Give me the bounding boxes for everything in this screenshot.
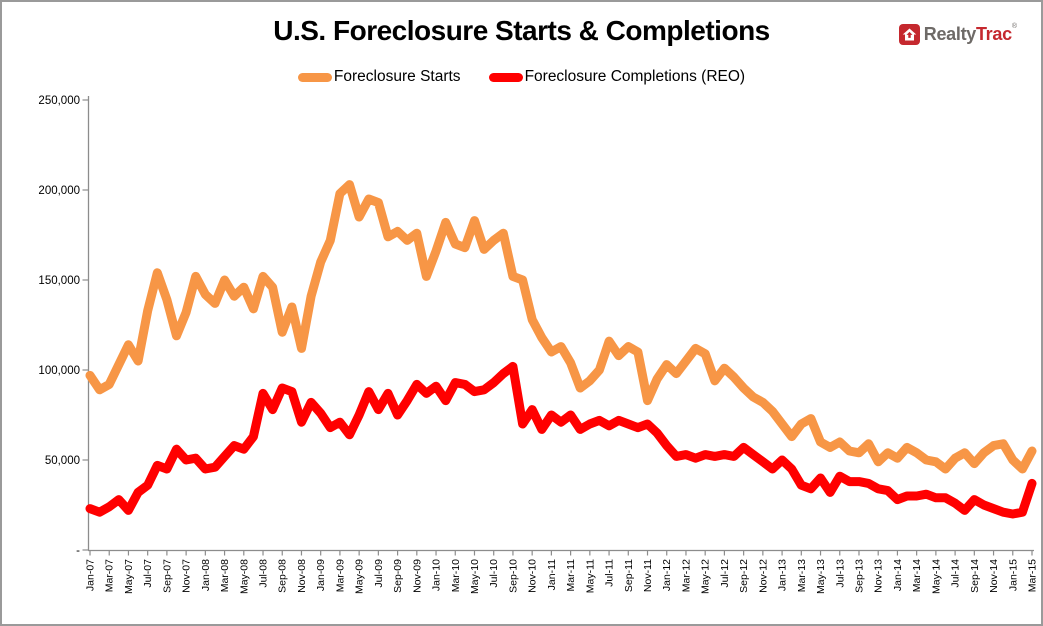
x-tick-label: Jan-12 [661, 559, 673, 591]
x-tick-label: Jul-10 [488, 559, 500, 588]
x-tick-label: Jan-08 [200, 559, 212, 591]
x-tick-label: Mar-11 [565, 559, 577, 592]
legend-label-starts: Foreclosure Starts [333, 68, 461, 85]
logo-registered-mark: ® [1011, 23, 1017, 30]
x-tick-label: Jul-11 [604, 559, 616, 587]
x-tick-label: Jan-15 [1007, 559, 1019, 591]
x-tick-label: Nov-08 [296, 559, 308, 593]
x-tick-label: Nov-11 [642, 559, 654, 592]
x-tick-label: Jul-14 [950, 559, 962, 588]
logo-text-trac: Trac [975, 23, 1012, 44]
series-line-foreclosure-starts [85, 180, 1037, 474]
x-tick-label: Nov-07 [181, 559, 193, 593]
x-tick-label: May-12 [700, 559, 712, 594]
x-tick-label: Jan-10 [431, 559, 443, 591]
y-tick-label: 200,000 [38, 185, 80, 197]
legend-item-foreclosure-completions: Foreclosure Completions (REO) [488, 68, 746, 86]
x-tick-label: Sep-10 [507, 559, 519, 593]
x-tick-label: Mar-09 [334, 559, 346, 592]
x-tick-label: May-09 [354, 559, 366, 594]
x-tick-label: Mar-08 [219, 559, 231, 592]
x-tick-label: Jul-09 [373, 559, 385, 588]
x-tick-label: Sep-08 [277, 559, 289, 593]
chart-title: U.S. Foreclosure Starts & Completions [273, 15, 770, 46]
x-tick-label: May-10 [469, 559, 481, 594]
x-tick-label: Jul-07 [142, 559, 154, 588]
x-tick-label: Jul-13 [834, 559, 846, 588]
legend-item-foreclosure-starts: Foreclosure Starts [297, 68, 461, 86]
legend-label-completions: Foreclosure Completions (REO) [524, 68, 746, 85]
x-tick-label: Jan-14 [892, 559, 904, 591]
x-tick-label: Sep-12 [738, 559, 750, 593]
x-tick-label: Jul-08 [258, 559, 270, 588]
y-tick-label: 50,000 [45, 455, 80, 467]
x-tick-label: Mar-07 [104, 559, 116, 592]
starts-line-swatch-icon [297, 72, 332, 82]
x-tick-label: Jan-13 [777, 559, 789, 591]
legend: Foreclosure Starts Foreclosure Completio… [2, 68, 1041, 86]
x-tick-label: Sep-09 [392, 559, 404, 593]
x-tick-label: Mar-15 [1027, 559, 1039, 592]
x-tick-label: Nov-14 [988, 559, 1000, 593]
y-tick-label: 250,000 [38, 95, 80, 107]
x-tick-label: May-11 [584, 559, 596, 593]
x-tick-label: Mar-10 [450, 559, 462, 592]
series-line-foreclosure-completions [85, 361, 1037, 519]
x-tick-label: Nov-13 [873, 559, 885, 593]
x-tick-label: Nov-12 [757, 559, 769, 593]
realtytrac-logo: Realty Trac ® [898, 22, 1017, 46]
x-tick-label: Jan-09 [315, 559, 327, 591]
x-tick-label: May-13 [815, 559, 827, 594]
completions-line-swatch-icon [488, 72, 523, 82]
x-tick-label: May-08 [238, 559, 250, 594]
x-tick-label: Sep-11 [623, 559, 635, 592]
x-tick-label: Nov-10 [527, 559, 539, 593]
y-tick-label: 100,000 [38, 365, 80, 377]
x-tick-label: Jan-11 [546, 559, 558, 590]
x-tick-label: May-14 [930, 559, 942, 594]
x-tick-label: May-07 [123, 559, 135, 594]
logo-text-realty: Realty [923, 23, 977, 44]
realtytrac-house-icon [898, 23, 920, 45]
x-tick-label: Sep-13 [853, 559, 865, 593]
x-tick-label: Mar-12 [680, 559, 692, 592]
x-tick-label: Sep-07 [161, 559, 173, 593]
x-tick-label: Sep-14 [969, 559, 981, 593]
x-tick-label: Mar-13 [796, 559, 808, 592]
x-tick-label: Jul-12 [719, 559, 731, 588]
y-tick-label: - [76, 545, 80, 557]
x-tick-label: Mar-14 [911, 559, 923, 592]
x-tick-label: Jan-07 [85, 559, 97, 591]
x-tick-label: Nov-09 [411, 559, 423, 593]
y-tick-label: 150,000 [38, 275, 80, 287]
